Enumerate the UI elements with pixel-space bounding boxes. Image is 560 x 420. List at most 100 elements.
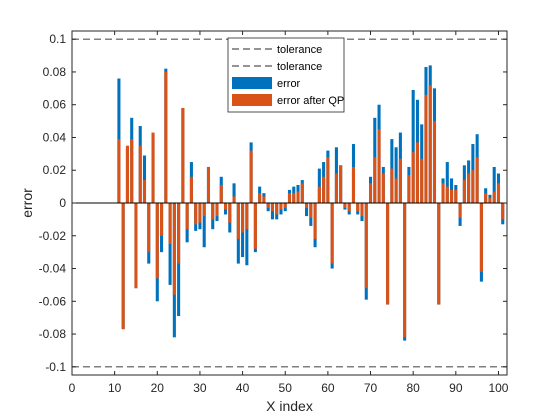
error-after-qp-bar-23 [168,203,172,244]
error-bar-41 [245,203,249,266]
error-bar-17 [142,155,147,203]
error-after-qp-bar-16 [138,145,142,203]
error-after-qp-bar-91 [458,203,462,218]
error-after-qp-bar-87 [441,183,445,203]
error-after-qp-bar-11 [117,139,121,203]
x-axis-label: X index [266,398,313,414]
error-after-qp-bar-70 [368,183,373,203]
error-after-qp-bar-59 [322,176,326,203]
error-after-qp-bar-18 [147,203,151,253]
error-after-qp-bar-30 [198,203,202,223]
y-axis-label: error [19,188,35,218]
error-after-qp-bar-79 [407,175,411,203]
error-after-qp-bar-81 [415,142,419,203]
legend-swatch-error [232,77,272,89]
error-after-qp-bar-63 [339,165,343,203]
x-tick-label-80: 80 [406,381,420,395]
legend-label-2: tolerance [277,61,322,73]
error-after-qp-bar-85 [432,121,437,203]
error-after-qp-bar-92 [462,180,466,203]
error-after-qp-bar-38 [232,196,236,203]
error-bar-88 [445,162,449,203]
error-after-qp-bar-93 [467,173,471,203]
bars-layer [117,65,505,341]
y-tick-label--0.04: -0.04 [39,262,67,276]
x-tick-label-0: 0 [69,381,76,395]
error-after-qp-bar-28 [189,176,193,203]
error-after-qp-bar-24 [172,203,176,295]
error-after-qp-bar-52 [292,193,296,203]
error-after-qp-bar-60 [326,157,330,203]
error-after-qp-bar-75 [390,168,394,203]
legend-label-4: error after QP [277,95,344,107]
y-tick-label-0.1: 0.1 [49,32,66,46]
error-after-qp-bar-65 [347,203,351,212]
error-after-qp-bar-99 [492,191,496,203]
error-bar-99 [492,166,496,203]
error-after-qp-bar-41 [245,203,249,230]
error-after-qp-bar-34 [215,203,219,217]
error-after-qp-bar-49 [279,203,283,210]
error-after-qp-bar-21 [160,203,164,236]
error-after-qp-bar-74 [386,203,390,305]
error-after-qp-bar-54 [300,183,304,203]
error-bar-31 [202,203,206,248]
error-after-qp-bar-42 [249,150,253,203]
error-after-qp-bar-84 [428,85,432,203]
error-after-qp-bar-68 [360,203,364,217]
error-after-qp-bar-83 [424,94,428,203]
x-tick-label-50: 50 [279,381,293,395]
error-after-qp-bar-80 [411,152,415,203]
error-after-qp-bar-22 [164,71,168,203]
error-after-qp-bar-88 [445,186,449,203]
y-tick-label-0.02: 0.02 [43,163,67,177]
error-after-qp-bar-61 [330,203,334,264]
error-after-qp-bar-71 [373,157,377,203]
error-after-qp-bar-17 [142,180,147,203]
error-after-qp-bar-66 [351,166,356,203]
error-after-qp-bar-94 [471,170,475,203]
error-after-qp-bar-86 [437,203,441,305]
error-after-qp-bar-13 [125,145,129,203]
error-bar-58 [317,168,321,203]
error-after-qp-bar-33 [211,203,215,220]
error-after-qp-bar-45 [262,196,266,203]
error-after-qp-bar-47 [270,203,274,212]
legend: tolerance tolerance error error after QP [227,37,345,113]
y-tick-label-0.04: 0.04 [43,130,67,144]
error-after-qp-bar-64 [343,203,347,208]
error-after-qp-bar-40 [241,203,245,233]
error-bar-55 [305,203,309,217]
error-after-qp-bar-39 [236,203,240,240]
y-tick-label-0: 0 [59,196,66,210]
error-bar-76 [394,147,398,203]
error-after-qp-bar-48 [275,203,279,215]
error-after-qp-bar-26 [181,107,185,203]
error-after-qp-bar-14 [130,139,134,203]
error-after-qp-bar-37 [228,203,232,223]
error-after-qp-bar-95 [475,157,479,203]
error-bar-80 [411,89,415,203]
y-tick-label--0.02: -0.02 [39,229,67,243]
error-after-qp-bar-12 [121,203,125,330]
x-tick-label-10: 10 [108,381,122,395]
error-after-qp-bar-97 [484,193,488,203]
error-after-qp-bar-69 [364,203,368,289]
x-tick-label-30: 30 [193,381,207,395]
x-tick-label-100: 100 [488,381,508,395]
error-after-qp-bar-35 [219,184,223,203]
error-after-qp-bar-77 [398,158,402,203]
tolerance-lines [72,38,507,368]
error-after-qp-bar-76 [394,178,398,203]
error-after-qp-bar-25 [177,203,181,264]
error-after-qp-bar-32 [206,166,211,203]
x-tick-label-70: 70 [364,381,378,395]
error-after-qp-bar-72 [377,129,381,203]
error-after-qp-bar-43 [253,203,257,249]
error-after-qp-bar-53 [296,191,300,203]
legend-label-3: error [277,78,301,90]
y-tick-label--0.06: -0.06 [39,294,67,308]
legend-label-1: tolerance [277,44,322,56]
error-after-qp-bar-44 [258,193,262,203]
